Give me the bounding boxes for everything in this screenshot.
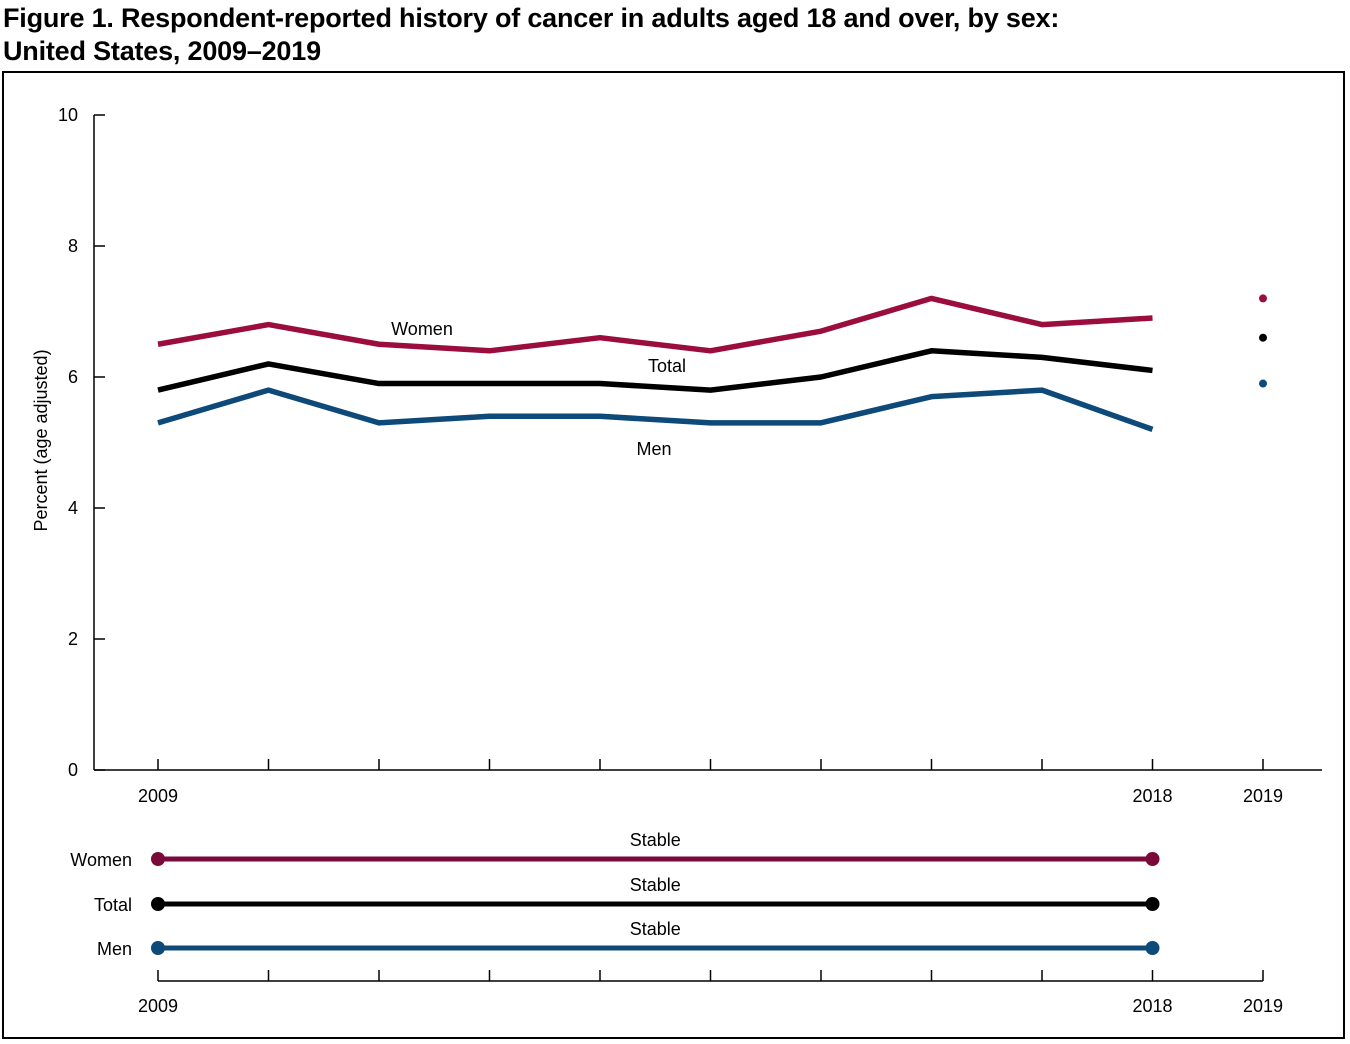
trend-start-dot-total	[151, 897, 165, 911]
series-labels: Women Total Men	[391, 319, 686, 459]
trend-end-dot-men	[1145, 941, 1160, 955]
series-lines	[157, 295, 1154, 432]
series-label-men: Men	[636, 439, 671, 459]
y-tick-label: 2	[68, 629, 78, 649]
points-2019	[1259, 294, 1267, 388]
y-axis-label: Percent (age adjusted)	[31, 349, 51, 531]
trend-axis-tick-label: 2009	[138, 996, 178, 1016]
trend-end-dot-total	[1145, 897, 1160, 911]
chart-title-line2: United States, 2009–2019	[3, 36, 321, 66]
trend-axis-tick-label: 2018	[1132, 996, 1172, 1016]
series-line-men	[157, 387, 1154, 432]
series-line-total	[157, 348, 1153, 393]
y-tick-label: 10	[58, 105, 78, 125]
trend-status-total: Stable	[630, 875, 681, 895]
chart-title: Figure 1. Respondent-reported history of…	[3, 2, 1343, 68]
point-2019-women	[1259, 294, 1267, 303]
chart-title-line1: Figure 1. Respondent-reported history of…	[3, 3, 1060, 33]
trend-start-dot-women	[151, 852, 165, 866]
y-tick-label: 0	[68, 760, 78, 780]
point-2019-total	[1259, 333, 1267, 342]
main-axes: 0 2 4 6 8 10 Percent (age adjusted) 2009 2018 201…	[31, 105, 1322, 806]
trend-start-dot-men	[151, 941, 165, 955]
point-2019-men	[1259, 379, 1267, 388]
trend-end-dot-women	[1145, 852, 1160, 866]
chart-frame	[2, 71, 1345, 1039]
series-line-women	[157, 295, 1153, 354]
y-tick-label: 8	[68, 236, 78, 256]
trend-axis-tick-label: 2019	[1243, 996, 1283, 1016]
trend-status-men: Stable	[630, 919, 681, 939]
y-tick-label: 6	[68, 367, 78, 387]
trend-status-women: Stable	[630, 830, 681, 850]
x-tick-label: 2009	[138, 786, 178, 806]
series-label-total: Total	[648, 356, 686, 376]
y-tick-label: 4	[68, 498, 78, 518]
series-label-women: Women	[391, 319, 453, 339]
x-tick-label: 2019	[1243, 786, 1283, 806]
trend-row-label-men: Men	[97, 939, 132, 959]
x-tick-label: 2018	[1132, 786, 1172, 806]
trend-row-label-total: Total	[94, 895, 132, 915]
trend-row-label-women: Women	[70, 850, 132, 870]
trend-panel: Women Stable Total Stable Men Stable 2009 2018 2…	[70, 830, 1283, 1016]
